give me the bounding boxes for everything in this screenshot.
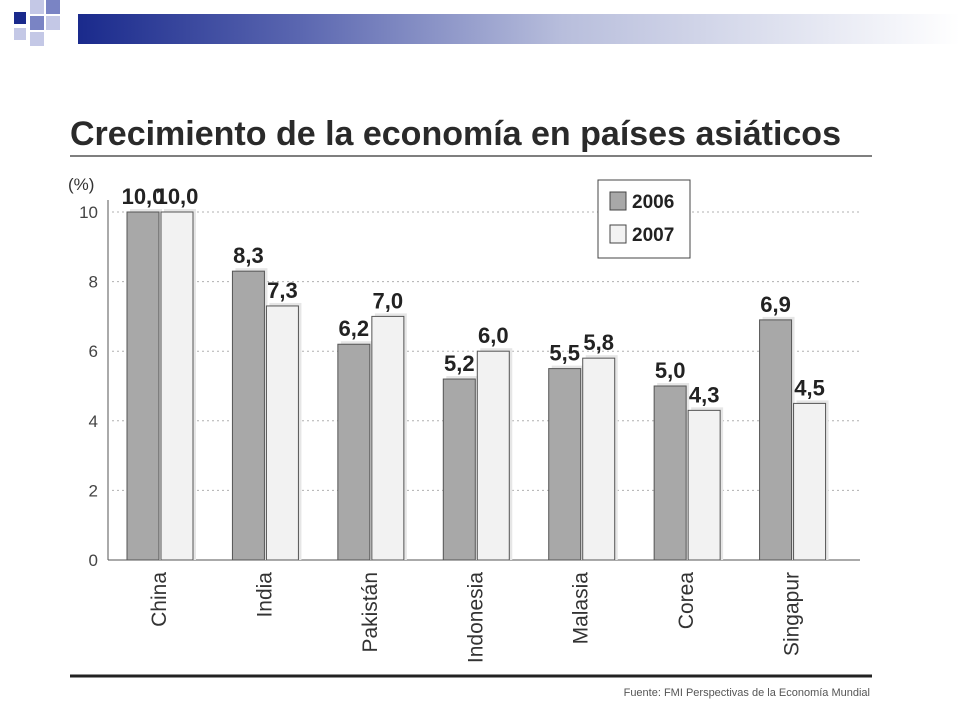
bar-2007	[687, 409, 721, 561]
bar-2007	[265, 305, 299, 561]
y-tick-label: 10	[79, 203, 98, 222]
data-label: 5,5	[549, 341, 580, 366]
bar-2006	[337, 343, 371, 561]
bar-2007	[793, 402, 827, 561]
data-label: 7,3	[267, 278, 298, 303]
category-label: Corea	[675, 572, 698, 630]
data-label: 10,0	[122, 184, 165, 209]
data-label: 5,0	[655, 358, 686, 383]
bar-2007	[160, 211, 194, 561]
category-label: India	[253, 572, 276, 618]
category-label: China	[148, 572, 171, 627]
deco-square	[30, 0, 44, 14]
legend: 2006 2007	[597, 179, 691, 259]
y-tick-label: 2	[89, 481, 98, 500]
category-label: Indonesia	[464, 572, 487, 663]
bar-2006	[759, 319, 793, 561]
bar-2006	[548, 368, 582, 561]
data-label: 10,0	[156, 184, 199, 209]
y-tick-label: 4	[89, 412, 98, 431]
legend-swatch	[609, 224, 627, 244]
bar-2006	[653, 385, 687, 561]
bar-2007	[476, 350, 510, 561]
y-tick-label: 0	[89, 551, 98, 570]
deco-square	[30, 32, 44, 46]
data-label: 8,3	[233, 243, 264, 268]
legend-label: 2006	[632, 192, 674, 213]
slide-title-bar	[78, 14, 960, 44]
data-label: 5,8	[583, 330, 614, 355]
data-label: 6,9	[760, 292, 791, 317]
data-label: 4,3	[689, 382, 720, 407]
data-label: 5,2	[444, 351, 475, 376]
deco-square	[46, 16, 60, 30]
y-tick-label: 8	[89, 273, 98, 292]
bar-2007	[582, 357, 616, 561]
bar-2006	[126, 211, 160, 561]
unit-label: (%)	[68, 175, 94, 194]
bar-2006	[231, 270, 265, 561]
bars-layer	[126, 209, 829, 561]
slide-decoration-squares	[14, 0, 60, 46]
source-note: Fuente: FMI Perspectivas de la Economía …	[624, 687, 870, 699]
data-label: 4,5	[794, 375, 825, 400]
deco-square	[14, 12, 26, 24]
legend-swatch	[609, 191, 627, 211]
data-label: 6,0	[478, 323, 509, 348]
legend-label: 2007	[632, 225, 674, 246]
data-label: 6,2	[339, 316, 370, 341]
deco-square	[46, 0, 60, 14]
bar-2007	[371, 315, 405, 561]
chart-title: Crecimiento de la economía en países asi…	[70, 115, 841, 153]
bar-2006	[442, 378, 476, 561]
category-label: Pakistán	[359, 572, 382, 653]
category-label: Malasia	[570, 572, 593, 645]
y-tick-label: 6	[89, 342, 98, 361]
category-label: Singapur	[781, 572, 804, 656]
deco-square	[30, 16, 44, 30]
labels-layer: 10,010,0 China 8,37,3 India 6,27,0 Pakistán 5,…	[122, 184, 825, 663]
data-label: 7,0	[373, 288, 404, 313]
deco-square	[14, 28, 26, 40]
